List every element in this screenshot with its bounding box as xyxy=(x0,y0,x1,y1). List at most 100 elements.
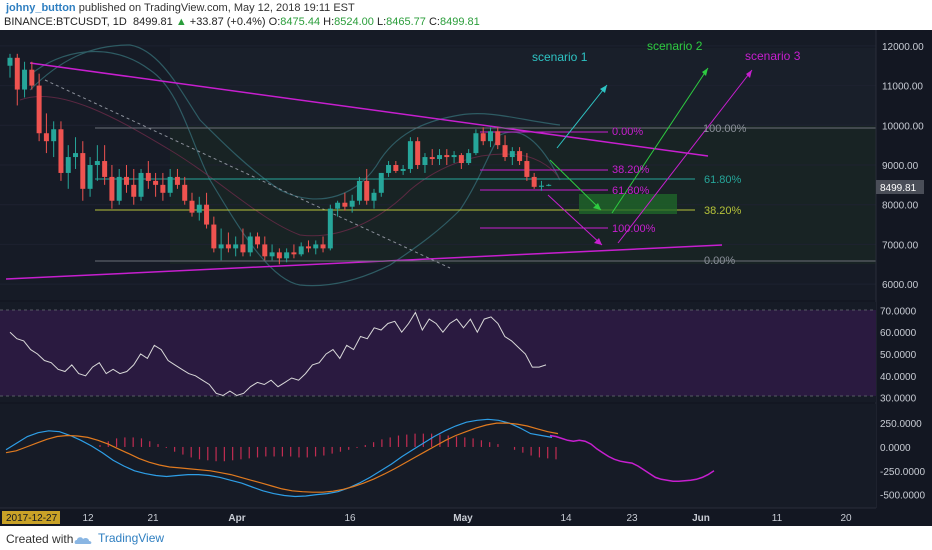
macd-projection-line xyxy=(549,434,715,482)
price-tick-label: 7000.00 xyxy=(882,240,919,251)
x-tick-label: 14 xyxy=(560,513,572,524)
macd-axis[interactable]: 250.0000 0.0000 -250.0000 -500.0000 xyxy=(880,419,925,501)
scenario-arrows xyxy=(547,67,753,246)
macd-tick-label: -250.0000 xyxy=(880,467,925,478)
scenario3-down-arrowhead xyxy=(594,238,602,245)
scenario1-arrowhead xyxy=(600,85,607,93)
candle-body xyxy=(276,252,282,259)
candle-body xyxy=(247,236,253,253)
candle-body xyxy=(291,252,297,255)
x-axis[interactable] xyxy=(0,508,876,526)
fib-large-0-label: 0.00% xyxy=(704,255,735,267)
price-tick-label: 8000.00 xyxy=(882,201,919,212)
candle-body xyxy=(349,200,355,207)
candle-body xyxy=(509,151,515,158)
candle-body xyxy=(7,57,13,66)
candle-body xyxy=(451,155,457,158)
candle-body xyxy=(466,153,472,164)
fib-zone-upper xyxy=(170,48,876,126)
scenario2-up-arrowhead xyxy=(702,68,708,76)
price-axis[interactable]: 12000.00 11000.00 10000.00 9000.00 8000.00 70… xyxy=(882,42,924,291)
candle-body xyxy=(51,129,57,142)
x-tick-label: 11 xyxy=(772,513,783,524)
x-tick-label: 23 xyxy=(626,513,638,524)
candle-body xyxy=(502,145,508,158)
candle-body xyxy=(123,176,129,185)
scenario2-down-arrow xyxy=(549,159,602,211)
candle-body xyxy=(196,204,202,213)
author-name[interactable]: johny_button xyxy=(6,2,76,14)
rsi-tick-label: 70.0000 xyxy=(880,306,917,317)
chart-area[interactable]: scenario 1 scenario 2 scenario 3 100.00%… xyxy=(0,30,932,526)
candle-body xyxy=(22,69,28,90)
candle-body xyxy=(167,176,173,193)
scenario3-up-arrow xyxy=(617,69,753,244)
high-label: H: xyxy=(323,16,335,28)
candle-body xyxy=(335,202,341,209)
current-price-value: 8499.81 xyxy=(880,183,917,194)
fib-zone-lower xyxy=(170,126,876,264)
candle-body xyxy=(116,176,122,201)
macd-histogram xyxy=(99,433,557,462)
candle-body xyxy=(473,133,479,154)
candle-body xyxy=(487,131,493,142)
candle-body xyxy=(313,244,319,249)
price-tick-label: 9000.00 xyxy=(882,161,919,172)
x-tick-label: 16 xyxy=(344,513,356,524)
candle-body xyxy=(538,185,544,187)
rsi-line xyxy=(9,311,547,397)
scenario3-down-arrow xyxy=(547,194,603,246)
x-tick-label: 2017-12-27 xyxy=(6,513,58,524)
macd-signal-line xyxy=(5,422,559,493)
candle-body xyxy=(422,157,428,165)
candle-body xyxy=(305,246,311,249)
candle-body xyxy=(153,180,159,185)
candle-body xyxy=(356,180,362,201)
x-tick-label: May xyxy=(453,513,473,524)
candle-body xyxy=(182,184,188,201)
low-label: L: xyxy=(376,16,387,28)
scenario2-down-arrowhead xyxy=(593,203,601,210)
candle-body xyxy=(102,161,108,177)
tradingview-brand[interactable]: TradingView xyxy=(98,531,165,545)
candle-body xyxy=(73,153,79,158)
macd-tick-label: -500.0000 xyxy=(880,491,925,502)
candle-body xyxy=(517,151,523,162)
fib-small-0-label: 0.00% xyxy=(612,126,643,138)
open-label: O: xyxy=(268,16,281,28)
candle-body xyxy=(437,155,443,160)
candle-body xyxy=(225,244,231,249)
bollinger-lower xyxy=(29,50,561,287)
candle-body xyxy=(218,244,224,249)
macd-panel[interactable] xyxy=(0,404,876,508)
chart-svg[interactable]: scenario 1 scenario 2 scenario 3 100.00%… xyxy=(0,30,932,526)
rsi-tick-label: 50.0000 xyxy=(880,350,917,361)
up-arrow-icon: ▲ xyxy=(175,16,187,28)
candle-body xyxy=(320,244,326,249)
fib-large-618-label: 61.80% xyxy=(704,174,742,186)
fib-large-382-label: 38.20% xyxy=(704,205,742,217)
candle-body xyxy=(189,200,195,213)
candle-body xyxy=(262,244,268,257)
candle-body xyxy=(371,192,377,201)
scenario3-label: scenario 3 xyxy=(745,49,801,63)
ohlc-line: BINANCE:BTCUSDT, 1D 8499.81 ▲ +33.87 (+0… xyxy=(4,16,480,28)
candle-body xyxy=(204,204,210,225)
candle-body xyxy=(131,184,137,197)
symbol-label: BINANCE:BTCUSDT, 1D xyxy=(4,16,127,28)
current-price-tag xyxy=(876,180,924,194)
candle-body xyxy=(145,172,151,181)
candle-body xyxy=(14,57,20,90)
candle-body xyxy=(109,176,115,201)
footer: Created with TradingView xyxy=(0,528,932,550)
candle-body xyxy=(87,165,93,189)
price-tick-label: 12000.00 xyxy=(882,42,924,53)
candle-body xyxy=(58,129,64,173)
candle-body xyxy=(255,236,261,245)
candle-body xyxy=(546,184,552,186)
low-value: 8465.77 xyxy=(386,16,426,28)
date-highlight xyxy=(2,511,60,524)
scenario2-label: scenario 2 xyxy=(647,39,703,53)
rsi-axis[interactable]: 70.0000 60.0000 50.0000 40.0000 30.0000 xyxy=(880,306,917,404)
candle-body xyxy=(458,155,464,164)
